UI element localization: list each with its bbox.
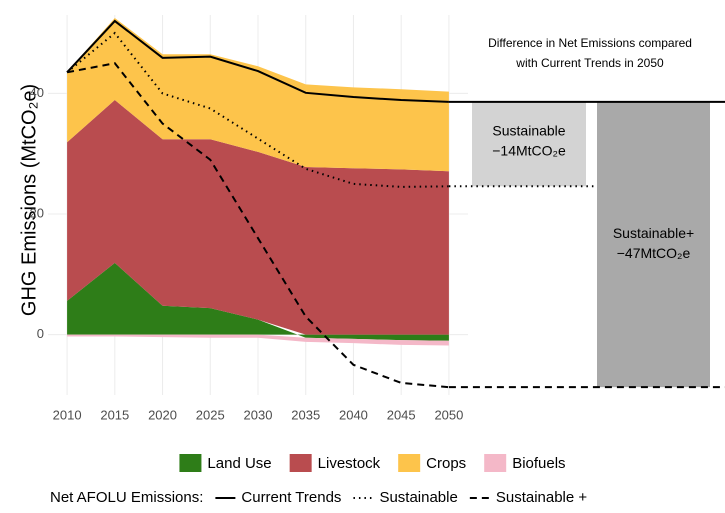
- legend-swatch: [289, 454, 312, 472]
- difference-label: −47MtCO₂e: [617, 245, 691, 261]
- y-tick-label: 20: [30, 205, 44, 220]
- net-line: [66, 62, 449, 389]
- legend-label: Crops: [426, 455, 466, 472]
- x-tick-label: 2025: [196, 407, 225, 422]
- legend-label: Land Use: [207, 455, 271, 472]
- x-tick-label: 2015: [100, 407, 129, 422]
- x-tick-label: 2010: [53, 407, 82, 422]
- x-tick-label: 2020: [148, 407, 177, 422]
- legend-swatch: [398, 454, 421, 472]
- difference-label: −14MtCO₂e: [492, 143, 566, 159]
- x-tick-label: 2035: [291, 407, 320, 422]
- x-tick-label: 2045: [387, 407, 416, 422]
- legend-label: Sustainable: [379, 489, 457, 506]
- area: [67, 100, 449, 335]
- net-line: [66, 19, 449, 103]
- x-tick-label: 2040: [339, 407, 368, 422]
- legend-label: Biofuels: [512, 455, 565, 472]
- y-axis-label: GHG Emissions (MtCO₂e): [18, 84, 40, 316]
- y-tick-label: 40: [30, 85, 44, 100]
- difference-bar: [472, 101, 586, 187]
- legend-swatch: [179, 454, 202, 472]
- legend-swatch: [484, 454, 507, 472]
- y-tick-label: 0: [37, 326, 44, 341]
- legend-label: Livestock: [318, 455, 381, 472]
- legend-label: Current Trends: [241, 489, 341, 506]
- legend-title: Net AFOLU Emissions:: [50, 489, 203, 506]
- x-tick-label: 2030: [244, 407, 273, 422]
- area: [67, 18, 449, 172]
- difference-name: Sustainable+: [613, 225, 694, 241]
- x-tick-label: 2050: [434, 407, 463, 422]
- legend-label: Sustainable +: [496, 489, 588, 506]
- area: [67, 334, 449, 346]
- difference-name: Sustainable: [492, 123, 565, 139]
- annotation-title: with Current Trends in 2050: [515, 56, 664, 70]
- difference-bar: [597, 101, 710, 388]
- annotation-title: Difference in Net Emissions compared: [488, 36, 692, 50]
- area: [67, 262, 449, 341]
